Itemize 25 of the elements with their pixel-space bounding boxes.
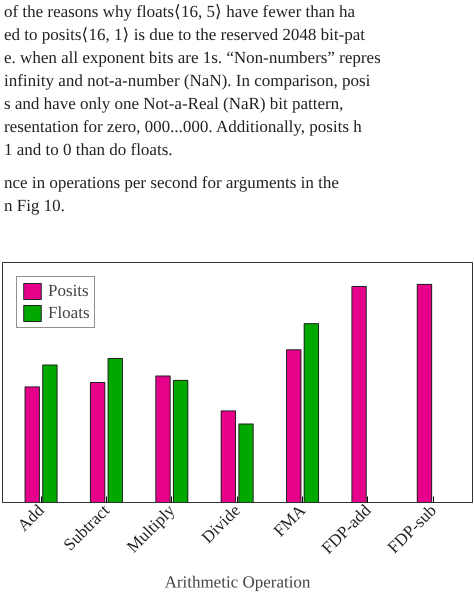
bar [286, 349, 302, 502]
bar [24, 386, 40, 502]
bar [172, 380, 188, 502]
text: n Fig 10. [4, 195, 66, 217]
text: infinity and not-a-number (NaN). In comparison, posi [4, 70, 372, 92]
bar [108, 358, 123, 502]
text: 1 and to 0 than do floats. [4, 139, 174, 161]
x-axis-title: Arithmetic Operation [164, 572, 311, 592]
x-tick-label: Add [14, 500, 48, 535]
bar [304, 323, 320, 502]
text: e. when all exponent bits are 1s. “Non-numbers” repres [4, 47, 381, 69]
bar [351, 286, 367, 502]
text: of the reasons why floats⟨16, 5⟩ have fewer than ha [4, 1, 356, 23]
bar [416, 284, 432, 502]
bar [42, 364, 58, 502]
bar [155, 375, 171, 502]
text: nce in operations per second for arguments in the [4, 172, 340, 194]
bar [220, 410, 236, 502]
legend-label: Posits [48, 281, 89, 301]
legend-label: Floats [48, 303, 90, 323]
text: resentation for zero, 000...000. Additionally, posits h [4, 116, 363, 138]
text: ed to posits⟨16, 1⟩ is due to the reserved 2048 bit-pat [4, 24, 366, 46]
bar [90, 382, 106, 502]
bar [238, 423, 254, 502]
text: s and have only one Not-a-Real (NaR) bit pattern, [4, 93, 344, 115]
